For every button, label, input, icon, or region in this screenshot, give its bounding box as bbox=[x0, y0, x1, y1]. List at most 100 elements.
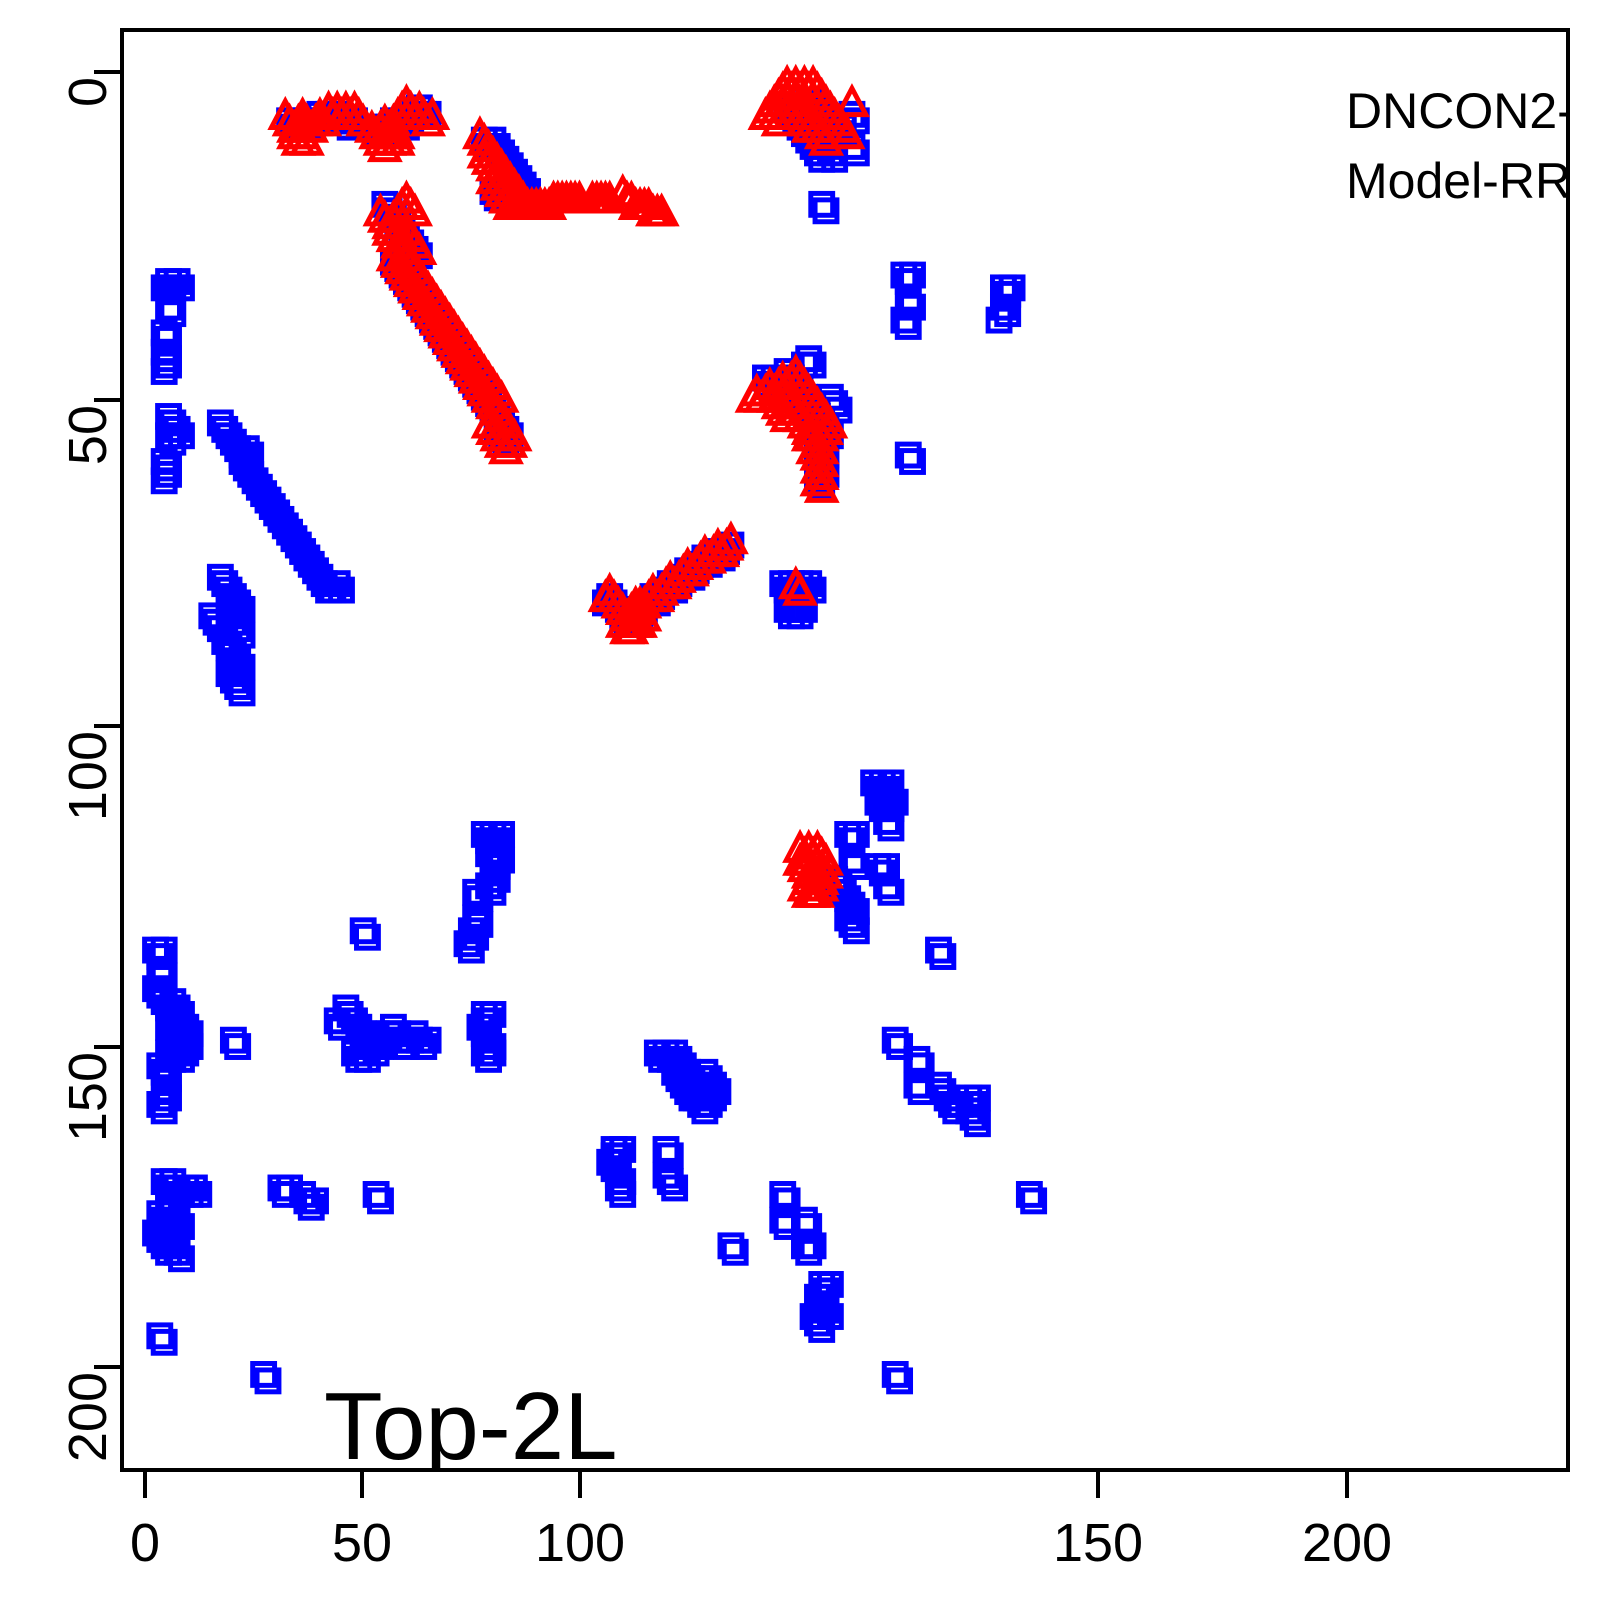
y-tick-150 bbox=[94, 1045, 120, 1049]
model-rr-point bbox=[877, 814, 905, 842]
x-tick-label-100: 100 bbox=[534, 1513, 626, 1573]
dncon2-rr-point bbox=[414, 95, 451, 130]
model-rr-point bbox=[665, 1065, 693, 1093]
model-rr-point bbox=[808, 190, 836, 218]
model-rr-point bbox=[172, 1013, 200, 1041]
y-tick-100 bbox=[94, 724, 120, 728]
x-tick-150 bbox=[1096, 1472, 1100, 1498]
dncon2-rr-point bbox=[756, 378, 793, 413]
y-tick-0 bbox=[94, 70, 120, 74]
model-rr-point bbox=[367, 1187, 394, 1215]
model-rr-point bbox=[414, 1026, 442, 1054]
dncon2-rr-point bbox=[795, 430, 832, 465]
model-rr-point bbox=[899, 448, 926, 475]
dncon2-rr-point bbox=[284, 102, 321, 137]
model-rr-point bbox=[155, 293, 182, 321]
model-rr-point bbox=[155, 351, 182, 379]
model-rr-point bbox=[146, 955, 174, 983]
model-rr-point bbox=[903, 1045, 931, 1073]
model-rr-point bbox=[250, 1360, 278, 1388]
model-rr-point bbox=[656, 1168, 684, 1196]
model-rr-point bbox=[929, 943, 957, 970]
model-rr-point bbox=[224, 1033, 252, 1060]
dncon2-rr-point bbox=[483, 378, 520, 413]
model-rr-point bbox=[890, 306, 918, 334]
model-rr-point bbox=[873, 808, 900, 835]
model-rr-point bbox=[985, 306, 1013, 334]
model-rr-point bbox=[834, 904, 862, 932]
model-rr-point bbox=[150, 467, 178, 495]
dncon2-rr-point bbox=[643, 192, 680, 227]
model-rr-point bbox=[410, 1033, 438, 1060]
model-rr-point bbox=[462, 878, 490, 906]
model-rr-point bbox=[150, 936, 178, 964]
x-tick-0 bbox=[143, 1472, 147, 1498]
model-rr-point bbox=[1020, 1187, 1048, 1215]
model-rr-point bbox=[894, 441, 922, 469]
model-rr-point bbox=[808, 1316, 836, 1343]
model-rr-point bbox=[899, 261, 926, 289]
model-rr-point bbox=[362, 1020, 390, 1048]
model-rr-point bbox=[180, 1174, 208, 1202]
model-rr-point bbox=[163, 268, 191, 295]
model-rr-point bbox=[656, 1142, 684, 1170]
model-rr-point bbox=[609, 1180, 637, 1208]
top-2l-annotation: Top-2L bbox=[324, 1373, 618, 1472]
model-rr-point bbox=[799, 1232, 827, 1260]
model-rr-point bbox=[795, 1213, 823, 1240]
model-rr-point bbox=[795, 1238, 823, 1266]
dncon2-rr-point bbox=[379, 115, 416, 150]
model-rr-point bbox=[168, 1245, 195, 1273]
model-rr-point bbox=[228, 679, 256, 707]
model-rr-point bbox=[358, 1026, 386, 1054]
y-tick-label-150: 150 bbox=[58, 1052, 118, 1143]
x-tick-50 bbox=[360, 1472, 364, 1498]
dncon2-rr-point bbox=[397, 192, 434, 227]
model-rr-point bbox=[224, 673, 252, 700]
model-rr-point bbox=[168, 422, 195, 450]
model-rr-point bbox=[881, 1360, 909, 1388]
model-rr-point bbox=[163, 415, 191, 443]
model-rr-point bbox=[150, 1058, 178, 1086]
model-rr-point bbox=[704, 1078, 732, 1106]
model-rr-point bbox=[873, 853, 900, 880]
model-rr-point bbox=[362, 1180, 390, 1208]
model-rr-point bbox=[328, 1013, 355, 1041]
model-rr-point bbox=[925, 936, 952, 964]
dncon2-rr-point bbox=[591, 179, 628, 214]
model-rr-point bbox=[297, 1193, 325, 1221]
model-rr-point bbox=[877, 878, 905, 906]
scatter-canvas bbox=[142, 63, 1048, 1395]
plot-area: DNCON2-RR Model-RR Top-2L bbox=[120, 28, 1570, 1472]
x-tick-label-150: 150 bbox=[1052, 1513, 1144, 1573]
model-rr-point bbox=[894, 287, 922, 315]
model-rr-point bbox=[842, 821, 870, 848]
model-rr-point bbox=[176, 1033, 204, 1060]
model-rr-point bbox=[354, 1045, 381, 1073]
model-rr-point bbox=[894, 268, 922, 295]
model-rr-point bbox=[466, 885, 494, 913]
model-rr-point bbox=[661, 1174, 689, 1202]
model-rr-point bbox=[453, 930, 481, 958]
dncon2-rr-point bbox=[769, 63, 806, 98]
model-rr-point bbox=[150, 1097, 178, 1125]
dncon2-rr-point bbox=[760, 102, 797, 137]
model-rr-point bbox=[838, 846, 866, 874]
model-rr-point bbox=[769, 1180, 797, 1208]
dncon2-rr-point bbox=[470, 404, 507, 439]
model-rr-point bbox=[604, 1174, 632, 1202]
model-rr-point bbox=[219, 1026, 247, 1054]
dncon2-rr-point bbox=[712, 520, 749, 555]
model-rr-point bbox=[146, 1091, 174, 1118]
x-tick-label-200: 200 bbox=[1301, 1513, 1393, 1573]
model-rr-point bbox=[150, 358, 178, 385]
dncon2-rr-point bbox=[834, 83, 871, 118]
model-rr-point bbox=[1015, 1180, 1043, 1208]
model-rr-point bbox=[323, 1007, 351, 1035]
x-tick-100 bbox=[578, 1472, 582, 1498]
model-rr-point bbox=[202, 608, 230, 636]
model-rr-point bbox=[254, 1367, 282, 1395]
model-rr-point bbox=[661, 1058, 689, 1086]
y-tick-label-50: 50 bbox=[58, 405, 118, 466]
